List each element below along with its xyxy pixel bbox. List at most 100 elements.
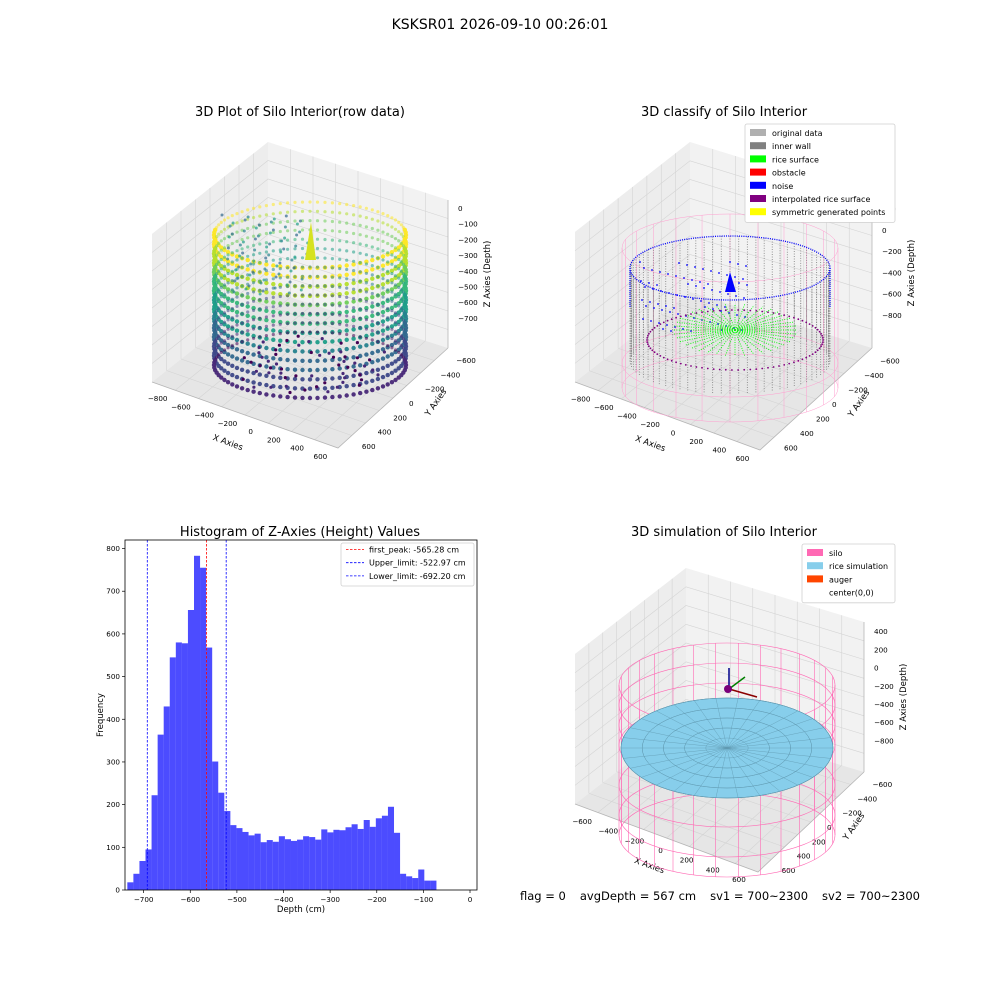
data-point [337,292,342,297]
data-point [226,253,230,257]
data-point [397,267,401,271]
grid-line [574,605,865,692]
data-point [258,261,262,265]
noise-point [695,285,697,287]
interpolated-point [767,311,769,314]
data-point [246,208,250,212]
data-point [393,292,398,296]
noise-point [656,284,658,286]
data-point [274,362,279,366]
histogram-bar [290,840,298,890]
data-point [215,272,219,276]
data-point [300,209,305,213]
data-point [376,340,380,344]
data-point [345,305,349,309]
x-tick-label: −500 [227,895,247,904]
data-point [271,277,275,281]
data-point [283,225,287,229]
data-point [252,225,256,229]
data-point [390,318,394,322]
data-point [351,382,356,388]
z-tick-label: −400 [458,267,478,276]
data-point [230,214,234,218]
interpolated-point [701,366,703,369]
data-point [376,330,380,334]
data-point [315,246,320,251]
data-point [399,223,403,227]
data-point [258,316,262,320]
data-point [323,284,327,288]
data-point [351,345,356,351]
data-point [215,281,219,285]
data-point [286,303,290,307]
data-point [264,355,269,360]
y-tick-label: 100 [106,843,120,852]
interpolated-point [801,319,804,322]
data-point [397,304,401,308]
interpolated-point [706,367,709,370]
data-point [225,361,231,366]
data-point [252,308,256,312]
data-point [344,263,349,268]
legend-label: rice simulation [829,562,888,571]
data-point [390,346,394,350]
y-tick-label: −200 [425,385,445,394]
data-point [389,342,395,348]
hist-title: Histogram of Z-Axies (Height) Values [180,525,420,540]
data-point [351,271,356,276]
data-point [225,250,231,255]
data-point [403,323,408,328]
data-point [226,309,230,313]
data-point [264,336,269,341]
interpolated-point [821,334,823,337]
data-point [393,302,398,306]
grid-line [667,319,782,417]
data-point [240,247,244,251]
data-point [345,221,349,225]
data-point [320,337,324,341]
noise-point [716,304,718,306]
data-point [226,299,230,303]
interpolated-point [793,361,795,364]
data-point [252,253,256,257]
data-point [234,356,240,361]
histogram-bar [157,734,164,890]
data-point [364,281,368,285]
data-point [245,350,250,356]
y-tick-label: 400 [800,429,814,438]
data-point [309,350,313,355]
data-point [215,318,219,322]
data-point [397,313,401,317]
data-point [390,336,394,341]
data-point [266,359,270,363]
data-point [234,300,240,306]
data-point [264,392,269,397]
data-point [283,376,287,380]
x-tick-label: −300 [320,895,340,904]
data-point [403,304,408,309]
data-point [308,330,312,334]
data-point [399,316,403,320]
data-point [293,321,297,325]
data-point [260,355,264,359]
data-point [278,261,282,265]
histogram-bar [218,792,225,890]
interpolated-point [679,362,682,365]
data-point [322,349,328,354]
data-point [358,223,362,227]
z-tick-label: −400 [882,268,902,277]
z-tick-label: 0 [458,204,463,213]
data-point [364,253,368,257]
data-point [300,349,305,354]
data-point [370,257,375,263]
axes-edges [151,200,449,449]
data-point [393,283,398,287]
data-point [341,380,345,384]
data-point [370,332,375,337]
data-point [269,385,273,389]
data-point [226,246,230,250]
data-point [222,368,227,373]
data-point [396,245,401,250]
data-point [346,365,350,369]
data-point [351,280,356,286]
